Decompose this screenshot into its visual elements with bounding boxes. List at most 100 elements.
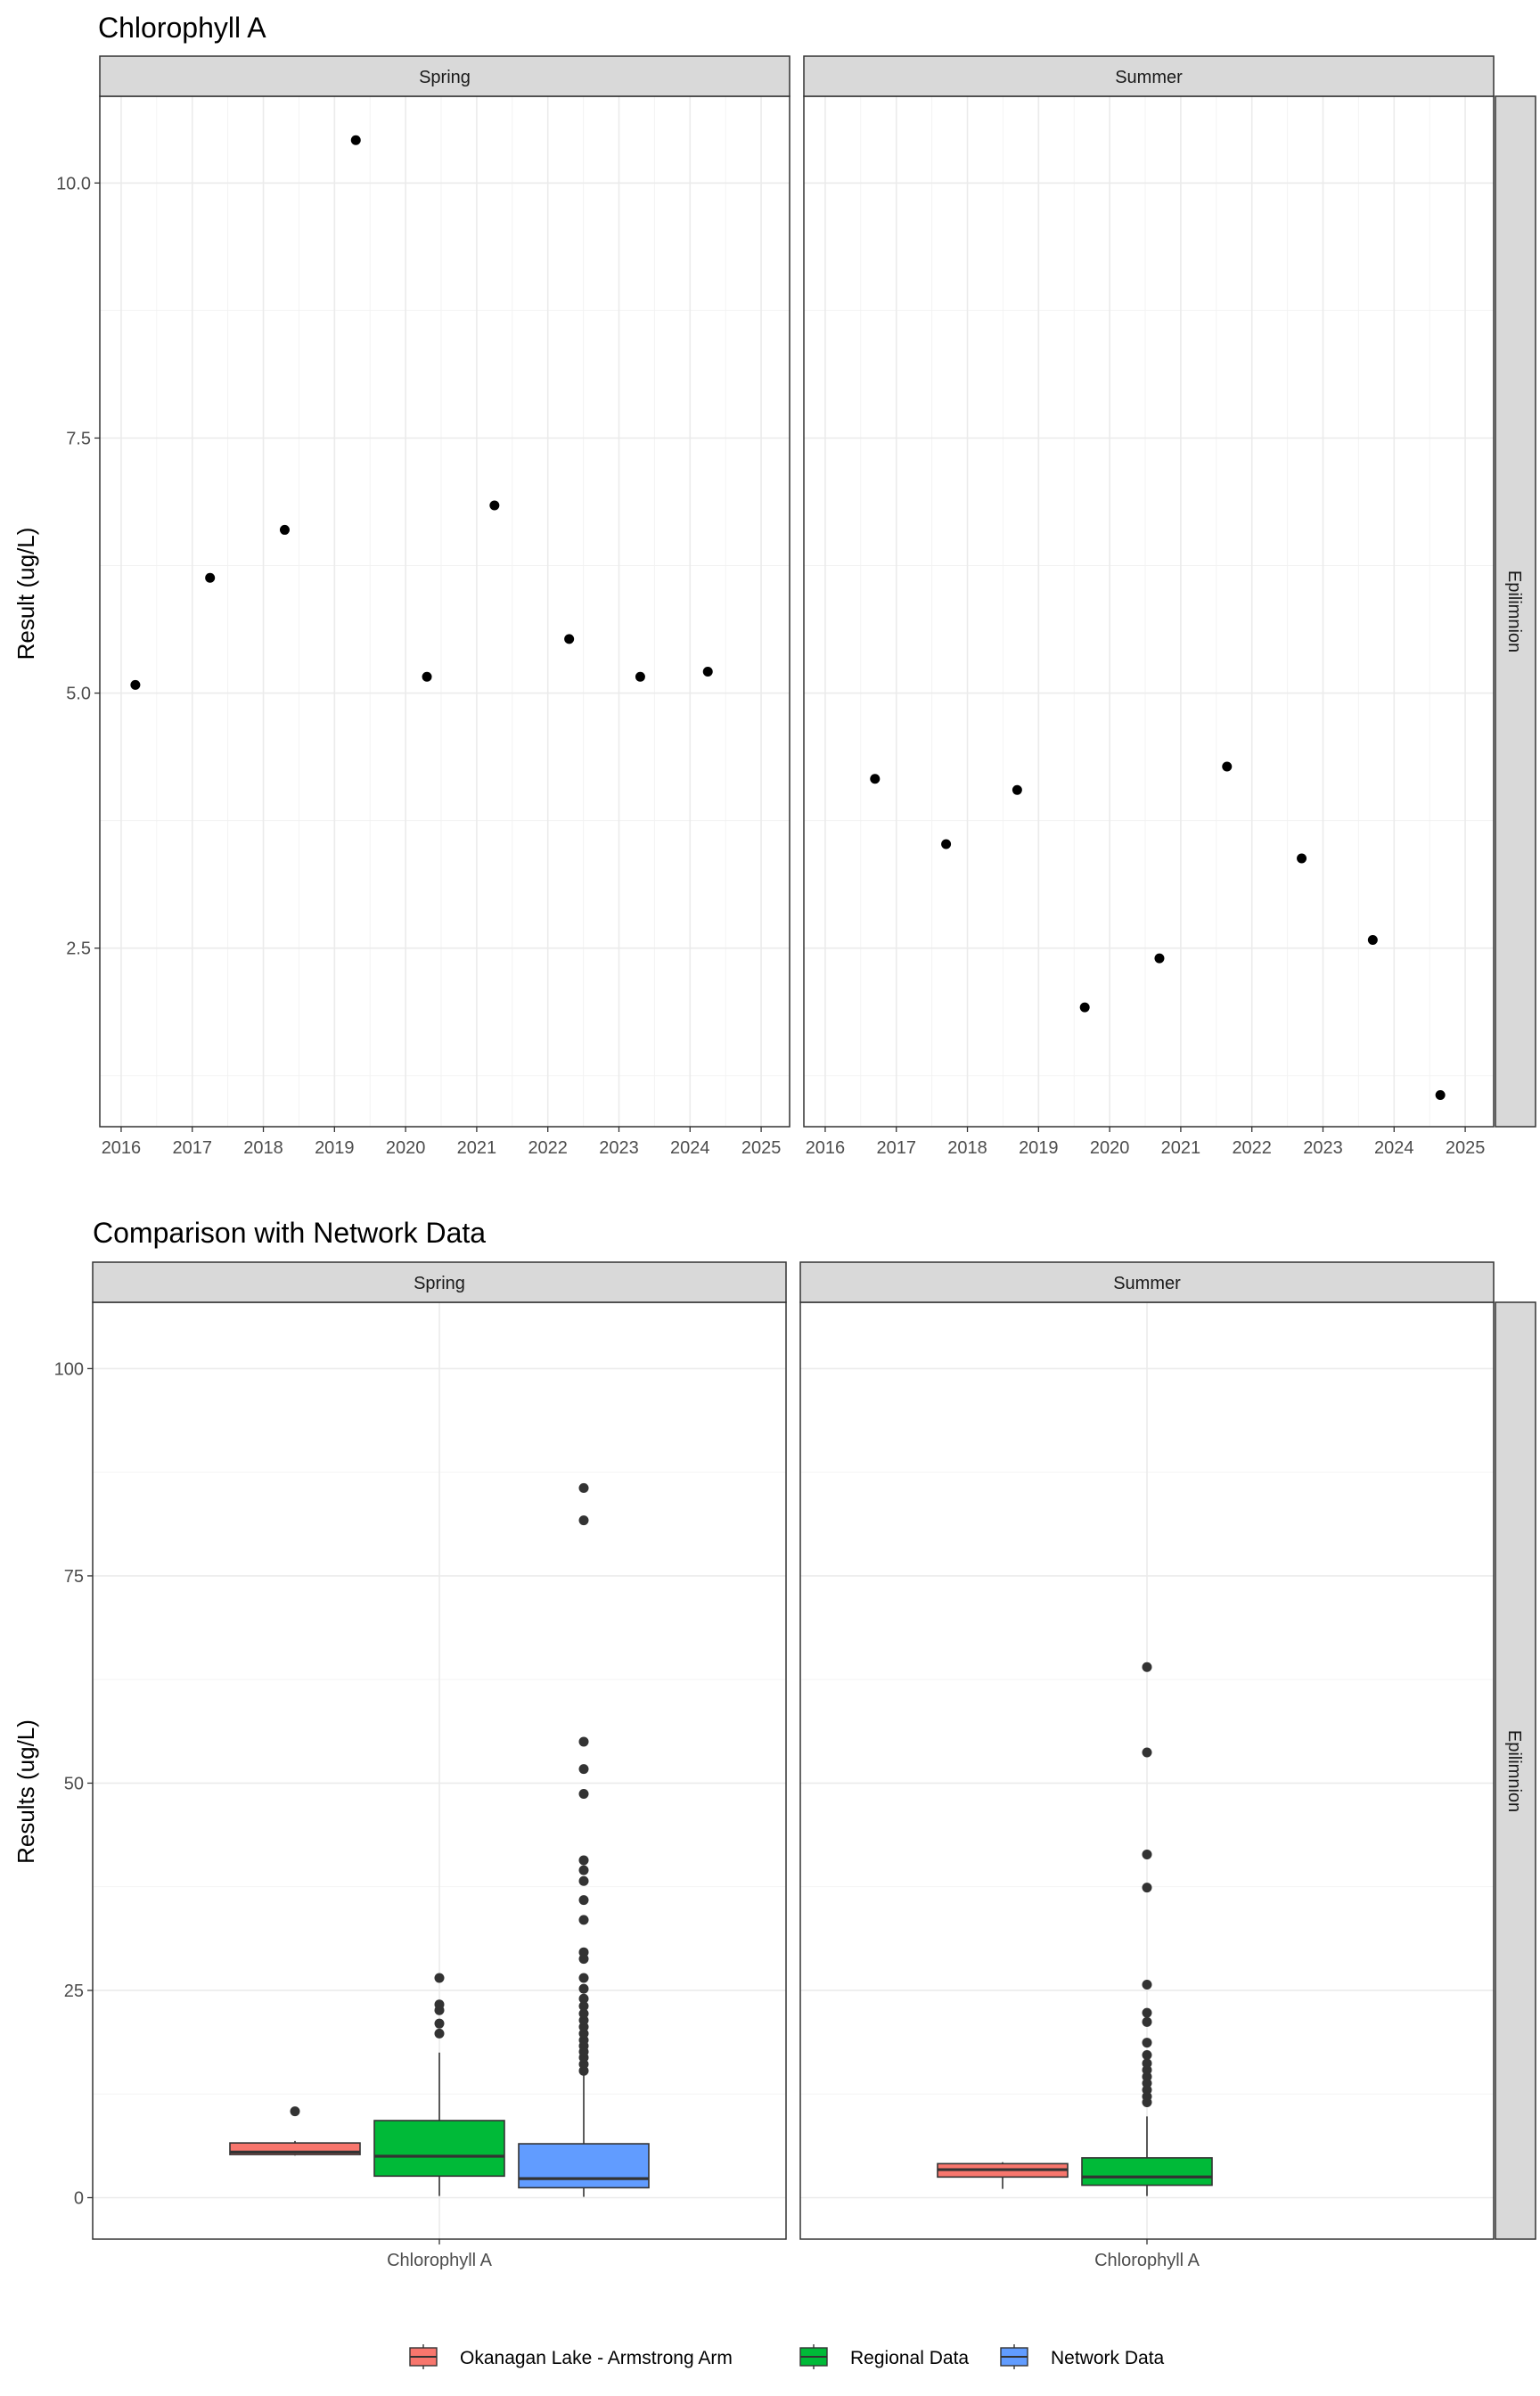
data-point-spring — [635, 671, 645, 682]
plot-title-chlorophyll: Chlorophyll A — [98, 12, 266, 44]
outlier-point — [578, 1993, 589, 2004]
outlier-point — [578, 1482, 589, 1493]
strip-epilimnion — [1495, 95, 1536, 1128]
data-point-spring — [564, 634, 575, 644]
outlier-point — [578, 1736, 589, 1747]
outlier-point — [1142, 1662, 1152, 1672]
outlier-point — [1142, 2058, 1152, 2069]
outlier-point — [578, 1973, 589, 1983]
x-tick-label: Chlorophyll A — [1094, 2251, 1200, 2270]
outlier-point — [578, 2008, 589, 2019]
legend-item: Regional Data — [799, 2344, 969, 2369]
scatter-y-axis: 2.5 5.0 7.5 10.0 — [56, 174, 100, 959]
box-summer-regional-data — [1081, 1662, 1213, 2196]
data-point-summer — [870, 774, 881, 784]
outlier-point — [1142, 1747, 1152, 1758]
legend-label: Network Data — [1051, 2348, 1165, 2368]
data-point-summer — [1367, 935, 1378, 946]
outlier-point — [434, 2018, 445, 2029]
x-tick-label: 2022 — [528, 1138, 568, 1158]
outlier-point — [578, 1855, 589, 1866]
outlier-point — [1142, 2038, 1152, 2048]
box-iqr — [518, 2143, 650, 2189]
strip-spring — [99, 55, 790, 97]
box-strip-summer — [799, 1261, 1495, 1303]
outlier-point — [1142, 1979, 1152, 1990]
outlier-point — [578, 1515, 589, 1526]
x-tick-label: 2018 — [947, 1138, 987, 1158]
outlier-point — [1142, 2016, 1152, 2027]
box-strip-epilimnion — [1495, 1301, 1536, 2240]
x-tick-label: 2021 — [1161, 1138, 1201, 1158]
x-tick-label: 2025 — [1446, 1138, 1486, 1158]
box-spring-network-data — [518, 1482, 650, 2197]
outlier-point — [434, 2028, 445, 2039]
outlier-point — [578, 1895, 589, 1906]
y-tick-label: 10.0 — [56, 174, 91, 193]
x-tick-label: 2020 — [1090, 1138, 1130, 1158]
x-tick-label: 2021 — [457, 1138, 497, 1158]
box-strip-spring — [92, 1261, 787, 1303]
scatter-points — [130, 135, 1446, 1101]
y-tick-label: 0 — [74, 2188, 84, 2208]
x-tick-label: 2024 — [670, 1138, 710, 1158]
x-tick-label: 2017 — [172, 1138, 212, 1158]
data-point-summer — [1297, 853, 1307, 864]
x-tick-label: 2023 — [599, 1138, 639, 1158]
strip-label-spring: Spring — [419, 68, 471, 87]
outlier-point — [578, 1865, 589, 1875]
box-strip-label-summer: Summer — [1113, 1274, 1181, 1293]
outlier-point — [578, 1764, 589, 1775]
data-point-spring — [205, 572, 216, 583]
outlier-point — [578, 1915, 589, 1925]
strip-label-epilimnion: Epilimnion — [1504, 570, 1524, 652]
x-tick-label: 2018 — [243, 1138, 283, 1158]
x-tick-label: 2023 — [1303, 1138, 1343, 1158]
outlier-point — [1142, 1849, 1152, 1859]
x-tick-label: 2017 — [876, 1138, 916, 1158]
box-summer-okanagan-lake-armstrong-arm — [937, 2162, 1069, 2189]
outlier-point — [578, 2001, 589, 2012]
data-point-summer — [1012, 784, 1022, 795]
x-tick-label: 2019 — [315, 1138, 355, 1158]
legend-label: Okanagan Lake - Armstrong Arm — [460, 2348, 733, 2368]
data-point-spring — [422, 671, 432, 682]
y-axis-title-result: Result (ug/L) — [12, 528, 39, 661]
outlier-point — [1142, 2050, 1152, 2061]
box-iqr — [373, 2120, 505, 2178]
outlier-point — [578, 1947, 589, 1957]
x-tick-label: Chlorophyll A — [387, 2251, 493, 2270]
outlier-point — [1142, 1883, 1152, 1893]
data-point-summer — [1435, 1090, 1446, 1101]
outlier-point — [434, 1973, 445, 1983]
data-point-spring — [350, 135, 361, 145]
data-point-summer — [1079, 1002, 1090, 1013]
y-tick-label: 2.5 — [66, 940, 91, 959]
x-tick-label: 2022 — [1232, 1138, 1272, 1158]
outlier-point — [578, 1875, 589, 1886]
data-point-spring — [702, 667, 713, 677]
y-tick-label: 5.0 — [66, 685, 91, 704]
outlier-point — [578, 1789, 589, 1800]
outlier-point — [290, 2106, 300, 2117]
data-point-spring — [279, 524, 290, 535]
data-point-summer — [1154, 953, 1165, 964]
boxplot-boxes — [229, 1482, 1213, 2197]
x-tick-label: 2016 — [806, 1138, 846, 1158]
x-tick-label: 2016 — [102, 1138, 142, 1158]
data-point-summer — [1222, 761, 1233, 772]
x-tick-label: 2020 — [386, 1138, 426, 1158]
outlier-point — [434, 1999, 445, 2010]
x-tick-label: 2025 — [741, 1138, 782, 1158]
data-point-spring — [489, 500, 500, 511]
data-point-summer — [941, 839, 952, 849]
box-spring-okanagan-lake-armstrong-arm — [229, 2106, 361, 2156]
scatter-x-axis: 2016 2017 2018 2019 2020 2021 2022 2023 2024 2025… — [102, 1127, 1486, 1158]
y-axis-title-results: Results (ug/L) — [12, 1719, 39, 1864]
legend-label: Regional Data — [850, 2348, 969, 2368]
y-tick-label: 75 — [64, 1567, 84, 1587]
plot-title-comparison: Comparison with Network Data — [93, 1217, 486, 1249]
y-tick-label: 25 — [64, 1982, 84, 2001]
y-tick-label: 50 — [64, 1774, 84, 1793]
